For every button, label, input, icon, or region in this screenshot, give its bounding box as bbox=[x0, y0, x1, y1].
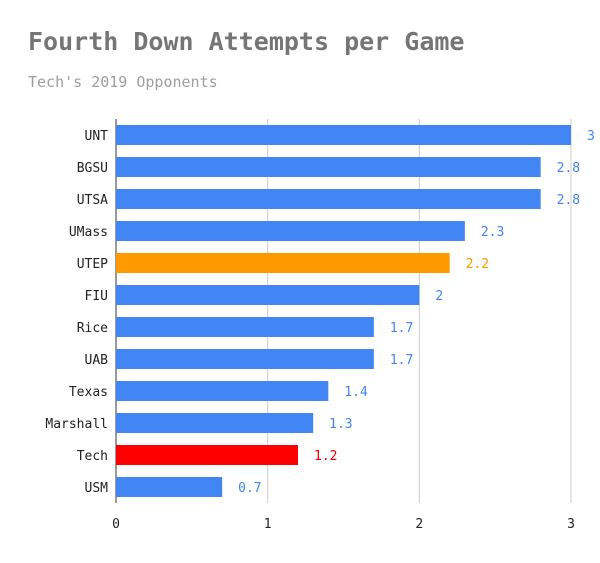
category-label: UAB bbox=[85, 353, 109, 368]
category-label: FIU bbox=[85, 289, 108, 304]
category-label: Marshall bbox=[45, 417, 108, 432]
category-label: Texas bbox=[69, 385, 108, 400]
value-label: 1.7 bbox=[390, 321, 413, 336]
x-tick-label: 1 bbox=[264, 517, 272, 532]
bar-marshall bbox=[116, 413, 314, 433]
value-label: 2 bbox=[435, 289, 443, 304]
category-label: Rice bbox=[77, 321, 108, 336]
value-label: 2.2 bbox=[466, 257, 489, 272]
category-label: UTEP bbox=[77, 257, 108, 272]
x-tick-label: 0 bbox=[112, 517, 120, 532]
value-label: 0.7 bbox=[238, 481, 261, 496]
category-label: UTSA bbox=[77, 193, 108, 208]
bar-utsa bbox=[116, 189, 541, 209]
x-tick-label: 3 bbox=[567, 517, 575, 532]
value-label: 2.8 bbox=[557, 193, 580, 208]
bar-fiu bbox=[116, 285, 420, 305]
value-label: 2.8 bbox=[557, 161, 580, 176]
category-label: UMass bbox=[69, 225, 108, 240]
chart-subtitle: Tech's 2019 Opponents bbox=[28, 73, 218, 91]
bar-utep bbox=[116, 253, 450, 273]
bar-uab bbox=[116, 349, 374, 369]
category-label: UNT bbox=[85, 129, 109, 144]
bar-bgsu bbox=[116, 157, 541, 177]
category-label: USM bbox=[85, 481, 109, 496]
value-label: 3 bbox=[587, 129, 595, 144]
value-label: 2.3 bbox=[481, 225, 504, 240]
category-label: BGSU bbox=[77, 161, 108, 176]
x-tick-label: 2 bbox=[415, 517, 423, 532]
value-label: 1.4 bbox=[344, 385, 368, 400]
value-label: 1.7 bbox=[390, 353, 413, 368]
bar-usm bbox=[116, 477, 223, 497]
category-label: Tech bbox=[77, 449, 108, 464]
value-label: 1.3 bbox=[329, 417, 352, 432]
bar-unt bbox=[116, 125, 571, 145]
value-label: 1.2 bbox=[314, 449, 337, 464]
chart-title: Fourth Down Attempts per Game bbox=[28, 27, 465, 56]
bar-umass bbox=[116, 221, 465, 241]
bar-tech bbox=[116, 445, 298, 465]
bar-texas bbox=[116, 381, 329, 401]
bar-rice bbox=[116, 317, 374, 337]
